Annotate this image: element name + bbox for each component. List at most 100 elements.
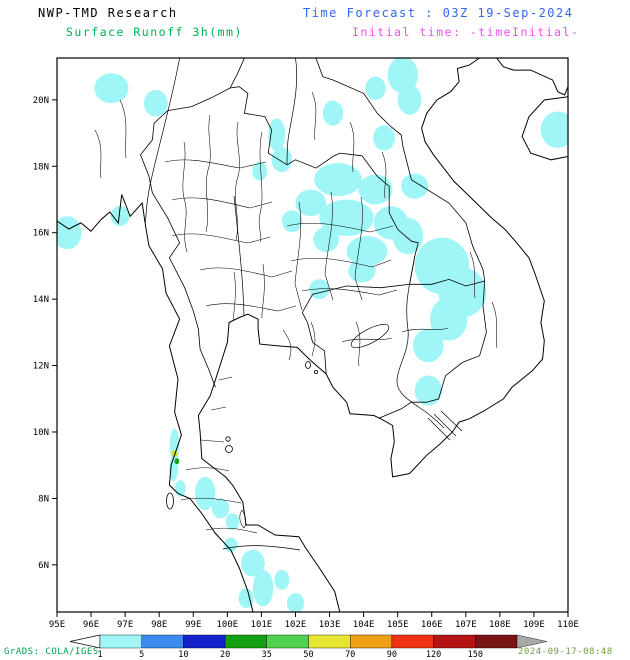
province-boundaries (94, 91, 498, 534)
initial-time-label: Initial time: -timeInitial- (352, 25, 580, 39)
salween-river (145, 58, 180, 223)
runoff-patch (143, 89, 168, 117)
lon-tick-label: 103E (319, 620, 341, 630)
variable-title: Surface Runoff 3h(mm) (66, 25, 243, 39)
border-thailand-malaysia (222, 545, 301, 551)
runoff-patch (358, 174, 393, 205)
lon-tick-label: 98E (151, 620, 167, 630)
runoff-patch (365, 76, 386, 100)
coastline-mainland (57, 58, 545, 612)
legend-value-label: 1 (97, 650, 102, 660)
country-borders (140, 58, 487, 551)
plot-frame (56, 57, 569, 613)
phangan-island (225, 436, 231, 442)
runoff-patch (401, 173, 429, 199)
legend-segment (266, 634, 309, 649)
lat-tick-label: 12N (33, 362, 49, 372)
legend-value-label: 90 (387, 650, 397, 660)
border-myanmar-thailand (140, 87, 231, 388)
page-title: NWP-TMD Research (38, 6, 178, 20)
runoff-patch (252, 161, 268, 181)
mekong-upper (286, 58, 298, 165)
lat-tick-label: 18N (33, 162, 49, 172)
border-cambodia-vietnam (378, 280, 487, 419)
coastline-hainan (521, 96, 568, 161)
legend-segment (224, 634, 268, 649)
phuket-island (166, 492, 174, 510)
runoff-patch (412, 329, 444, 363)
lon-tick-label: 104E (353, 620, 375, 630)
border-laos-vietnam (315, 58, 486, 282)
lon-tick-label: 110E (557, 620, 579, 630)
latitude-axis: 20N 18N 16N 14N 12N 10N 8N 6N (33, 96, 57, 571)
border-laos-cambodia (409, 278, 485, 287)
lon-tick-label: 106E (421, 620, 443, 630)
time-forecast-label: Time Forecast : 03Z 19-Sep-2024 (303, 6, 574, 20)
legend-value-label: 150 (468, 650, 483, 660)
lon-tick-label: 109E (523, 620, 545, 630)
runoff-patch (57, 216, 82, 250)
islands (166, 361, 318, 510)
runoff-patch (387, 58, 419, 94)
runoff-patch (252, 569, 274, 607)
kochang-island (305, 361, 311, 369)
lon-tick-label: 108E (489, 620, 511, 630)
border-thailand-laos-cambodia (230, 86, 419, 375)
lat-tick-label: 20N (33, 96, 49, 106)
runoff-patch (281, 210, 303, 233)
runoff-patch (271, 147, 293, 173)
runoff-patch (286, 593, 304, 612)
legend-segment (350, 634, 393, 649)
runoff-patch (397, 84, 422, 115)
tonle-sap-lake (350, 324, 390, 348)
legend-value-label: 70 (345, 650, 355, 660)
legend-segment (99, 634, 142, 649)
lon-tick-label: 101E (251, 620, 273, 630)
runoff-patch (223, 537, 238, 553)
runoff-patch (274, 569, 290, 590)
legend-value-label: 120 (426, 650, 441, 660)
runoff-patch (110, 206, 130, 227)
legend-segment (433, 634, 476, 649)
coastline-china-leizhou (496, 58, 568, 96)
mekong-delta-channels (427, 410, 463, 441)
legend-value-label: 50 (303, 650, 313, 660)
lon-tick-label: 95E (49, 620, 65, 630)
mekong-lower (396, 256, 445, 429)
lat-tick-label: 6N (38, 561, 49, 571)
legend-segment (308, 634, 351, 649)
border-laos-myanmar (229, 58, 245, 89)
runoff-patch (392, 217, 424, 255)
legend-segment (391, 634, 434, 649)
runoff-patch (346, 236, 388, 266)
lon-tick-label: 100E (216, 620, 238, 630)
runoff-patch (268, 118, 286, 152)
runoff-patch (225, 513, 240, 530)
legend-value-label: 35 (262, 650, 272, 660)
runoff-patch (313, 226, 340, 252)
legend-value-label: 5 (139, 650, 144, 660)
legend-value-label: 10 (178, 650, 188, 660)
runoff-patch (238, 588, 254, 609)
color-scale-legend: 1 5 10 20 35 50 70 90 120 150 (69, 634, 548, 660)
legend-value-label: 20 (220, 650, 230, 660)
runoff-patch (295, 189, 327, 217)
grads-credit: GrADS: COLA/IGES (4, 647, 99, 657)
longitude-axis: 95E 96E 97E 98E 99E 100E 101E 102E 103E 104E 105E 1… (49, 612, 579, 630)
creation-timestamp: 2024-09-17-08:48 (518, 647, 613, 657)
lat-tick-label: 8N (38, 494, 49, 504)
samui-island (225, 445, 233, 453)
lon-tick-label: 99E (185, 620, 201, 630)
lat-tick-label: 16N (33, 229, 49, 239)
map-area (57, 58, 568, 612)
runoff-patch (540, 111, 568, 149)
lat-tick-label: 10N (33, 428, 49, 438)
lon-tick-label: 107E (455, 620, 477, 630)
lon-tick-label: 105E (387, 620, 409, 630)
kokut-island (313, 369, 318, 374)
legend-segment (141, 634, 184, 649)
runoff-patch (430, 297, 468, 341)
runoff-patch (373, 125, 395, 151)
